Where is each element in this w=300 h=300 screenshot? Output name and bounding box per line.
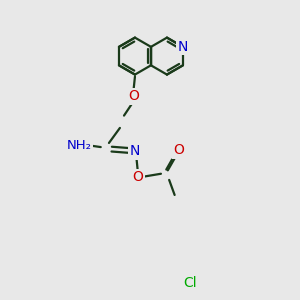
Text: NH₂: NH₂ [66,139,92,152]
Text: O: O [128,89,139,103]
Text: N: N [178,40,188,54]
Text: O: O [132,170,143,184]
Text: N: N [130,144,140,158]
Text: Cl: Cl [183,276,196,290]
Text: O: O [173,143,184,158]
